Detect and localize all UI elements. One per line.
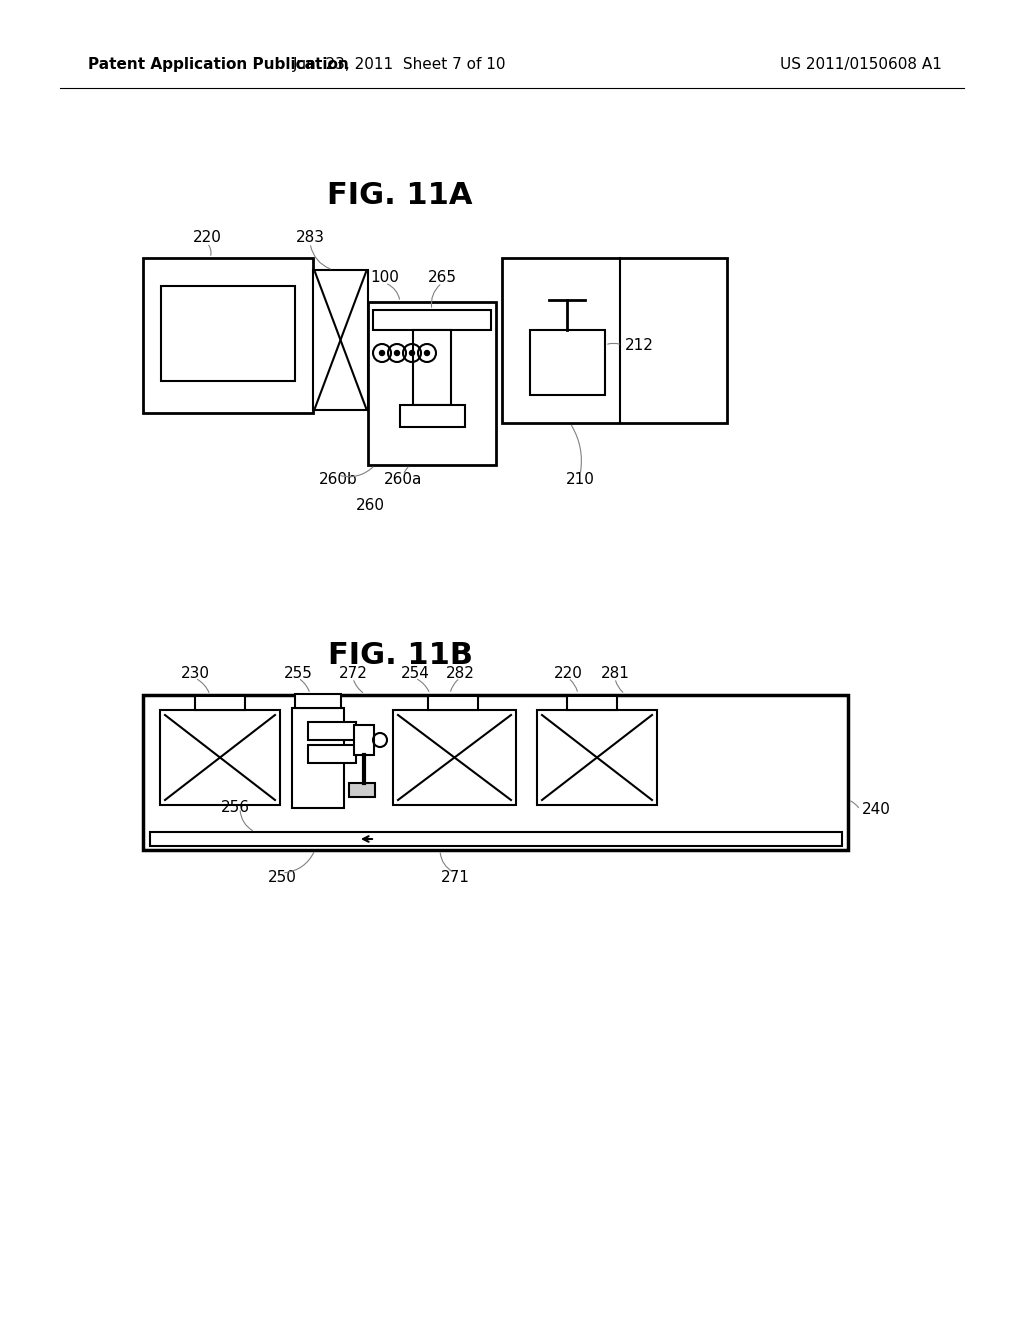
Bar (150, 832, 842, 846)
Text: FIG. 11B: FIG. 11B (328, 640, 472, 669)
Text: 230: 230 (180, 665, 210, 681)
Bar (160, 710, 280, 805)
Text: 255: 255 (284, 665, 312, 681)
Bar (393, 710, 516, 805)
Text: 281: 281 (600, 665, 630, 681)
Bar (567, 696, 617, 710)
Text: 256: 256 (220, 800, 250, 816)
Text: 260: 260 (355, 498, 384, 512)
Text: 210: 210 (565, 473, 595, 487)
Text: 260a: 260a (384, 473, 422, 487)
Text: 220: 220 (554, 665, 583, 681)
Circle shape (410, 351, 415, 355)
Bar (143, 696, 848, 850)
Text: US 2011/0150608 A1: US 2011/0150608 A1 (780, 58, 942, 73)
Text: 283: 283 (296, 231, 325, 246)
Bar (368, 302, 496, 465)
Bar (161, 286, 295, 381)
Text: FIG. 11A: FIG. 11A (328, 181, 473, 210)
Text: 240: 240 (862, 803, 891, 817)
Circle shape (394, 351, 399, 355)
Text: 100: 100 (371, 271, 399, 285)
Bar (349, 783, 375, 797)
Text: 272: 272 (339, 665, 368, 681)
Text: Jun. 23, 2011  Sheet 7 of 10: Jun. 23, 2011 Sheet 7 of 10 (293, 58, 507, 73)
Circle shape (380, 351, 384, 355)
Bar (143, 257, 313, 413)
Circle shape (425, 351, 429, 355)
Text: 250: 250 (267, 870, 296, 886)
Bar (308, 744, 356, 763)
Text: 212: 212 (625, 338, 654, 352)
Bar (373, 310, 490, 330)
Text: 220: 220 (193, 231, 221, 246)
Text: Patent Application Publication: Patent Application Publication (88, 58, 349, 73)
Bar (400, 405, 465, 426)
Bar (428, 696, 478, 710)
Bar (313, 271, 368, 411)
Bar (308, 722, 356, 741)
Bar (292, 708, 344, 808)
Bar (413, 330, 451, 405)
Text: 282: 282 (445, 665, 474, 681)
Text: 254: 254 (400, 665, 429, 681)
Bar (502, 257, 727, 422)
Text: 260b: 260b (318, 473, 357, 487)
Bar (354, 725, 374, 755)
Bar (295, 694, 341, 708)
Bar (195, 696, 245, 710)
Bar (530, 330, 605, 395)
Text: 271: 271 (440, 870, 469, 886)
Bar (537, 710, 657, 805)
Text: 265: 265 (427, 271, 457, 285)
